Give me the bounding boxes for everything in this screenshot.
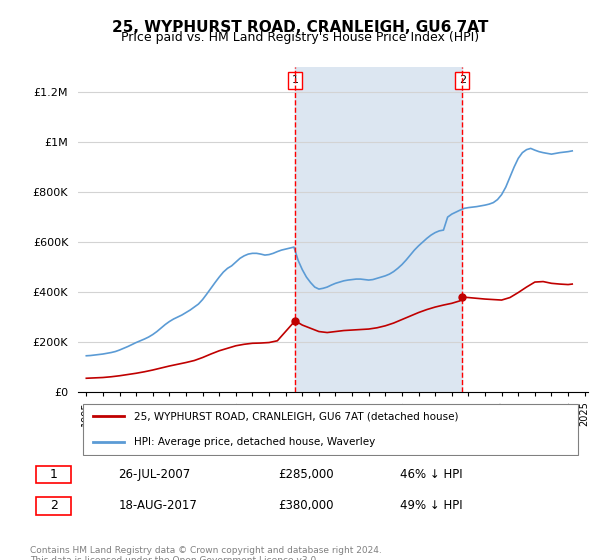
- Text: £285,000: £285,000: [278, 468, 334, 480]
- Text: 26-JUL-2007: 26-JUL-2007: [118, 468, 191, 480]
- Bar: [295, 67, 462, 392]
- Text: 49% ↓ HPI: 49% ↓ HPI: [400, 500, 463, 512]
- Text: 46% ↓ HPI: 46% ↓ HPI: [400, 468, 463, 480]
- Text: 25, WYPHURST ROAD, CRANLEIGH, GU6 7AT (detached house): 25, WYPHURST ROAD, CRANLEIGH, GU6 7AT (d…: [134, 412, 458, 422]
- Text: £380,000: £380,000: [278, 500, 334, 512]
- Text: 2: 2: [50, 500, 58, 512]
- Text: 1: 1: [50, 468, 58, 480]
- Text: 25, WYPHURST ROAD, CRANLEIGH, GU6 7AT: 25, WYPHURST ROAD, CRANLEIGH, GU6 7AT: [112, 20, 488, 35]
- Text: 1: 1: [292, 76, 299, 85]
- Text: 18-AUG-2017: 18-AUG-2017: [118, 500, 197, 512]
- Text: 2: 2: [458, 76, 466, 85]
- Text: HPI: Average price, detached house, Waverley: HPI: Average price, detached house, Wave…: [134, 436, 376, 446]
- FancyBboxPatch shape: [35, 497, 71, 515]
- Text: Price paid vs. HM Land Registry's House Price Index (HPI): Price paid vs. HM Land Registry's House …: [121, 31, 479, 44]
- Text: Contains HM Land Registry data © Crown copyright and database right 2024.
This d: Contains HM Land Registry data © Crown c…: [30, 546, 382, 560]
- FancyBboxPatch shape: [35, 465, 71, 483]
- FancyBboxPatch shape: [83, 404, 578, 455]
